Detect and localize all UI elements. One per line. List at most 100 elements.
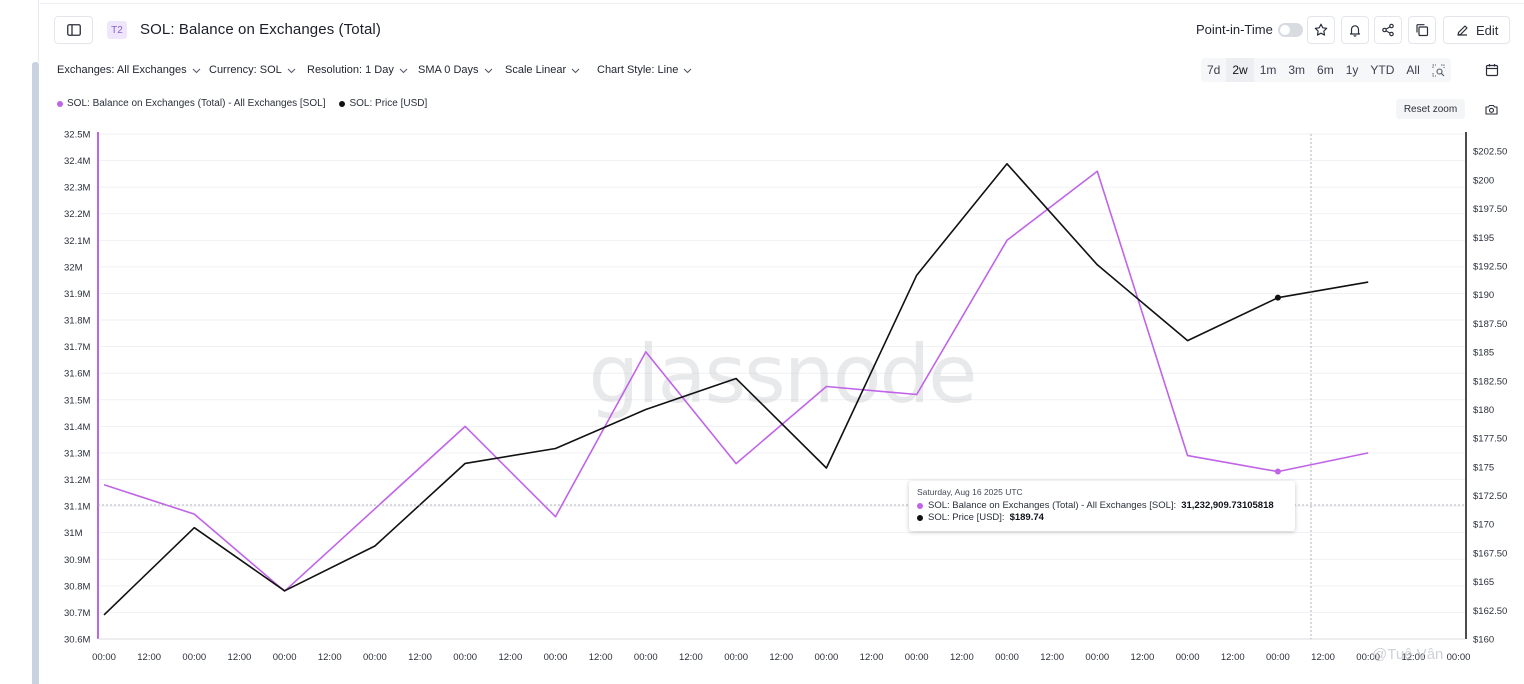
x-axis-tick-label: 12:00 bbox=[1131, 652, 1155, 663]
exchanges-dropdown[interactable]: Exchanges: All Exchanges bbox=[57, 64, 201, 76]
x-axis-tick-label: 00:00 bbox=[815, 652, 839, 663]
point-in-time-toggle[interactable] bbox=[1278, 23, 1303, 37]
left-axis-tick-label: 32.2M bbox=[64, 209, 90, 220]
copy-icon bbox=[1416, 24, 1429, 37]
left-axis-tick-label: 32M bbox=[64, 262, 83, 273]
x-axis-tick-label: 00:00 bbox=[363, 652, 387, 663]
price-series-line bbox=[103, 163, 1369, 616]
chart-style-dropdown[interactable]: Chart Style: Line bbox=[597, 64, 692, 76]
legend-swatch-price bbox=[339, 100, 346, 107]
right-axis-tick-label: $190 bbox=[1473, 290, 1494, 301]
left-axis-tick-label: 32.4M bbox=[64, 156, 90, 167]
x-axis-tick-label: 00:00 bbox=[92, 652, 116, 663]
duplicate-button[interactable] bbox=[1408, 16, 1436, 44]
right-axis-tick-label: $162.50 bbox=[1473, 606, 1507, 617]
edit-button-label: Edit bbox=[1476, 22, 1499, 38]
legend-item-balance[interactable]: SOL: Balance on Exchanges (Total) - All … bbox=[57, 98, 325, 109]
edit-button[interactable]: Edit bbox=[1443, 16, 1510, 44]
x-axis-tick-label: 12:00 bbox=[769, 652, 793, 663]
range-3m[interactable]: 3m bbox=[1282, 58, 1312, 82]
x-axis-tick-label: 00:00 bbox=[1266, 652, 1290, 663]
tooltip-date: Saturday, Aug 16 2025 UTC bbox=[917, 487, 1023, 497]
x-axis-tick-label: 00:00 bbox=[182, 652, 206, 663]
sma-dropdown-label: SMA 0 Days bbox=[418, 64, 479, 76]
sidebar-edge bbox=[38, 0, 39, 62]
bell-icon bbox=[1349, 25, 1361, 37]
reset-zoom-button[interactable]: Reset zoom bbox=[1396, 99, 1465, 119]
x-axis-tick-label: 12:00 bbox=[679, 652, 703, 663]
x-axis-tick-label: 12:00 bbox=[318, 652, 342, 663]
x-axis-tick-label: 00:00 bbox=[1356, 652, 1380, 663]
left-axis-tick-label: 31.5M bbox=[64, 395, 90, 406]
axes: 30.6M 30.7M 30.8M 30.9M 31M 31.1M 31.2M 31.3M 31… bbox=[64, 130, 1507, 664]
resolution-dropdown-label: Resolution: 1 Day bbox=[307, 64, 394, 76]
tooltip-balance-label: SOL: Balance on Exchanges (Total) - All … bbox=[928, 500, 1177, 511]
x-axis-tick-label: 00:00 bbox=[1085, 652, 1109, 663]
legend-swatch-balance bbox=[57, 100, 63, 107]
toggle-knob bbox=[1280, 25, 1290, 35]
series-layer bbox=[103, 163, 1369, 616]
calendar-icon bbox=[1485, 64, 1499, 77]
right-axis-tick-label: $175 bbox=[1473, 462, 1494, 473]
range-all[interactable]: All bbox=[1400, 58, 1426, 82]
resolution-dropdown[interactable]: Resolution: 1 Day bbox=[307, 64, 408, 76]
balance-point bbox=[1274, 468, 1281, 475]
sidebar-scroll-strip[interactable] bbox=[32, 62, 39, 684]
tooltip-swatch-balance bbox=[917, 503, 923, 509]
exchanges-dropdown-label: Exchanges: All Exchanges bbox=[57, 64, 187, 76]
x-axis-tick-label: 12:00 bbox=[228, 652, 252, 663]
legend-item-price[interactable]: SOL: Price [USD] bbox=[339, 98, 427, 109]
crosshair bbox=[98, 134, 1465, 639]
alert-button[interactable] bbox=[1341, 16, 1369, 44]
share-icon bbox=[1382, 23, 1394, 37]
x-axis-tick-label: 12:00 bbox=[408, 652, 432, 663]
left-axis-tick-label: 31.2M bbox=[64, 475, 90, 486]
right-axis-tick-label: $200 bbox=[1473, 175, 1494, 186]
zoom-area-icon bbox=[1432, 64, 1445, 76]
zoom-select-button[interactable] bbox=[1425, 58, 1451, 82]
right-axis-tick-label: $167.50 bbox=[1473, 548, 1507, 559]
sma-dropdown[interactable]: SMA 0 Days bbox=[418, 64, 493, 76]
screenshot-button[interactable] bbox=[1481, 100, 1501, 118]
x-axis-tick-label: 12:00 bbox=[950, 652, 974, 663]
x-axis-tick-label: 12:00 bbox=[860, 652, 884, 663]
chevron-down-icon bbox=[683, 68, 692, 73]
tooltip-swatch-price bbox=[917, 515, 923, 521]
right-axis-tick-label: $165 bbox=[1473, 577, 1494, 588]
x-axis-tick-label: 00:00 bbox=[905, 652, 929, 663]
price-point bbox=[1274, 294, 1281, 301]
left-axis-tick-label: 32.3M bbox=[64, 183, 90, 194]
right-axis-tick-label: $197.50 bbox=[1473, 204, 1507, 215]
left-axis-tick-label: 31.4M bbox=[64, 422, 90, 433]
chart-tooltip: Saturday, Aug 16 2025 UTC SOL: Balance o… bbox=[909, 481, 1295, 531]
scale-dropdown[interactable]: Scale Linear bbox=[505, 64, 580, 76]
range-1m[interactable]: 1m bbox=[1253, 58, 1283, 82]
toggle-sidebar-button[interactable] bbox=[54, 16, 93, 44]
left-axis-tick-label: 32.1M bbox=[64, 236, 90, 247]
tier-badge: T2 bbox=[107, 21, 127, 39]
left-axis-tick-label: 31.7M bbox=[64, 342, 90, 353]
right-axis-tick-label: $172.50 bbox=[1473, 491, 1507, 502]
left-axis-tick-label: 30.7M bbox=[64, 608, 90, 619]
right-axis-tick-label: $160 bbox=[1473, 635, 1494, 646]
favorite-button[interactable] bbox=[1307, 16, 1335, 44]
left-axis-tick-label: 31.6M bbox=[64, 369, 90, 380]
x-axis-tick-label: 12:00 bbox=[1040, 652, 1064, 663]
range-6m[interactable]: 6m bbox=[1311, 58, 1340, 82]
range-2w[interactable]: 2w bbox=[1226, 58, 1254, 82]
date-picker-button[interactable] bbox=[1478, 58, 1506, 82]
right-axis-tick-label: $187.50 bbox=[1473, 319, 1507, 330]
left-axis-tick-label: 31.3M bbox=[64, 448, 90, 459]
range-7d[interactable]: 7d bbox=[1201, 58, 1227, 82]
share-button[interactable] bbox=[1374, 16, 1402, 44]
balance-series-line bbox=[103, 170, 1369, 592]
x-axis-tick-label: 12:00 bbox=[137, 652, 161, 663]
tooltip-balance-value: 31,232,909.73105818 bbox=[1181, 500, 1274, 511]
range-1y[interactable]: 1y bbox=[1339, 58, 1365, 82]
right-axis-tick-label: $192.50 bbox=[1473, 261, 1507, 272]
currency-dropdown-label: Currency: SOL bbox=[209, 64, 282, 76]
range-ytd[interactable]: YTD bbox=[1364, 58, 1401, 82]
top-divider bbox=[40, 3, 1524, 4]
currency-dropdown[interactable]: Currency: SOL bbox=[209, 64, 296, 76]
